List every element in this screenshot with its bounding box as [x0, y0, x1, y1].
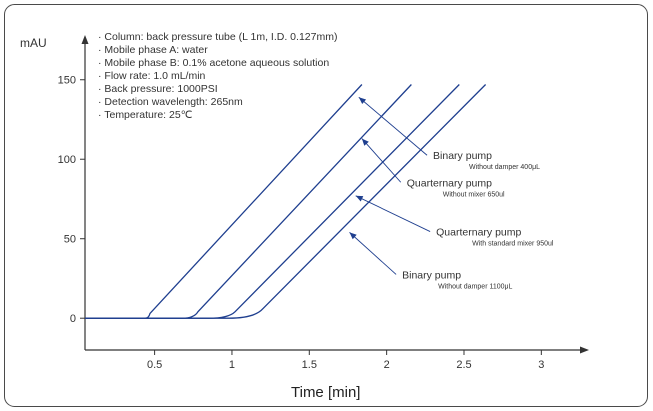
chart-frame: [4, 4, 648, 407]
annotation-arrow-line: [349, 232, 397, 275]
axes: 0.5 1 1.5 2 2.5 3 0 50 100 150: [58, 35, 589, 371]
annotation-sublabel: Without damper 1100μL: [438, 283, 512, 290]
annotation-label: Quarternary pump: [407, 177, 492, 189]
conditions-list: · Column: back pressure tube (L 1m, I.D.…: [98, 31, 337, 121]
condition-back-pressure: · Back pressure: 1000PSI: [98, 83, 218, 95]
annotation-arrowhead: [361, 138, 369, 146]
annotation-label: Binary pump: [433, 150, 492, 162]
x-tick-label: 2: [384, 359, 390, 371]
annotation-sublabel: Without mixer 650ul: [443, 191, 505, 198]
annotation-sublabel: With standard mixer 950ul: [472, 241, 554, 248]
condition-wavelength: · Detection wavelength: 265nm: [98, 96, 243, 108]
y-axis-arrowhead: [81, 35, 89, 44]
condition-temperature: · Temperature: 25℃: [98, 109, 193, 121]
x-tick-label: 1.5: [302, 359, 317, 371]
annotation-arrow-line: [355, 195, 431, 232]
x-tick-label: 0.5: [147, 359, 162, 371]
series-curve: [85, 84, 487, 319]
condition-flow-rate: · Flow rate: 1.0 mL/min: [98, 70, 206, 82]
y-tick-label: 50: [64, 234, 76, 246]
annotation-arrowhead: [349, 232, 357, 240]
annotations: Binary pump Without damper 400μL Quarterna…: [349, 96, 554, 290]
condition-mobile-phase-a: · Mobile phase A: water: [98, 44, 208, 56]
annotation-label: Binary pump: [402, 269, 461, 281]
x-axis-arrowhead: [580, 346, 589, 354]
y-axis-label: mAU: [20, 36, 47, 50]
condition-mobile-phase-b: · Mobile phase B: 0.1% acetone aqueous s…: [98, 57, 329, 69]
x-tick-label: 2.5: [456, 359, 471, 371]
y-tick-label: 0: [70, 313, 76, 325]
y-tick-label: 150: [58, 75, 76, 87]
x-axis-label: Time [min]: [291, 384, 360, 401]
annotation-sublabel: Without damper 400μL: [469, 164, 540, 171]
condition-column: · Column: back pressure tube (L 1m, I.D.…: [98, 31, 337, 43]
x-tick-label: 1: [229, 359, 235, 371]
annotation-arrow-line: [361, 138, 402, 183]
curves: [85, 84, 487, 319]
annotation-arrowhead: [355, 195, 364, 202]
annotation-arrow-line: [358, 96, 428, 156]
x-tick-label: 3: [538, 359, 544, 371]
annotation-label: Quarternary pump: [436, 227, 521, 239]
annotation-arrowhead: [358, 97, 367, 104]
y-tick-label: 100: [58, 154, 76, 166]
